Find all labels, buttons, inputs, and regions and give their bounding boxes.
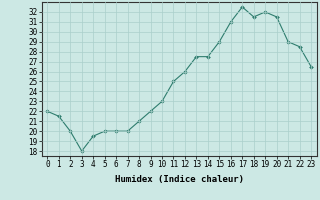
X-axis label: Humidex (Indice chaleur): Humidex (Indice chaleur): [115, 175, 244, 184]
